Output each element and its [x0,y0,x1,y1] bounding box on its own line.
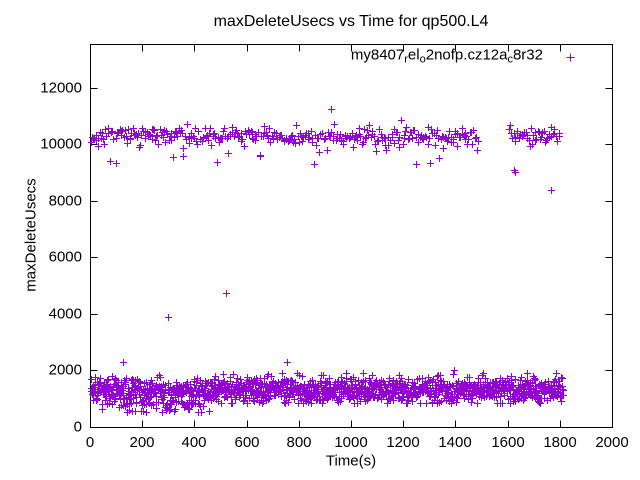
chart-title: maxDeleteUsecs vs Time for qp500.L4 [213,13,489,30]
y-tick-label: 2000 [48,361,82,379]
x-tick-label: 600 [234,434,260,451]
legend-label-subscript: r [404,53,408,66]
x-tick-label: 800 [286,434,312,451]
y-tick-label: 12000 [40,79,82,97]
y-tick-label: 0 [73,418,82,436]
legend-label-segment: 2nofp.cz12a [425,46,508,64]
plot-frame [90,44,613,428]
x-tick-label: 200 [129,434,155,451]
x-tick-label: 1400 [438,434,472,451]
scatter-points [88,106,567,416]
legend-series-label: my8407relo2nofp.cz12ac8r32 [351,47,543,66]
legend-label-segment: 8r32 [512,46,543,64]
legend-plus-marker-icon [566,53,575,62]
y-tick-label: 6000 [48,248,82,266]
x-tick-label: 1600 [491,434,525,451]
x-tick-label: 400 [181,434,207,451]
legend-label-segment: my8407 [350,46,405,64]
legend-label-segment: el [407,46,420,64]
y-tick-label: 10000 [40,135,82,153]
x-tick-label: 2000 [595,434,629,451]
x-tick-label: 1800 [543,434,577,451]
y-tick-label: 8000 [48,192,82,210]
legend-label-subscript: o [419,53,426,66]
x-tick-label: 0 [85,434,95,451]
x-tick-label: 1000 [334,434,368,451]
legend-label-subscript: c [507,53,513,66]
x-tick-label: 1200 [386,434,420,451]
y-tick-label: 4000 [48,305,82,323]
x-axis-title: Time(s) [325,452,377,470]
